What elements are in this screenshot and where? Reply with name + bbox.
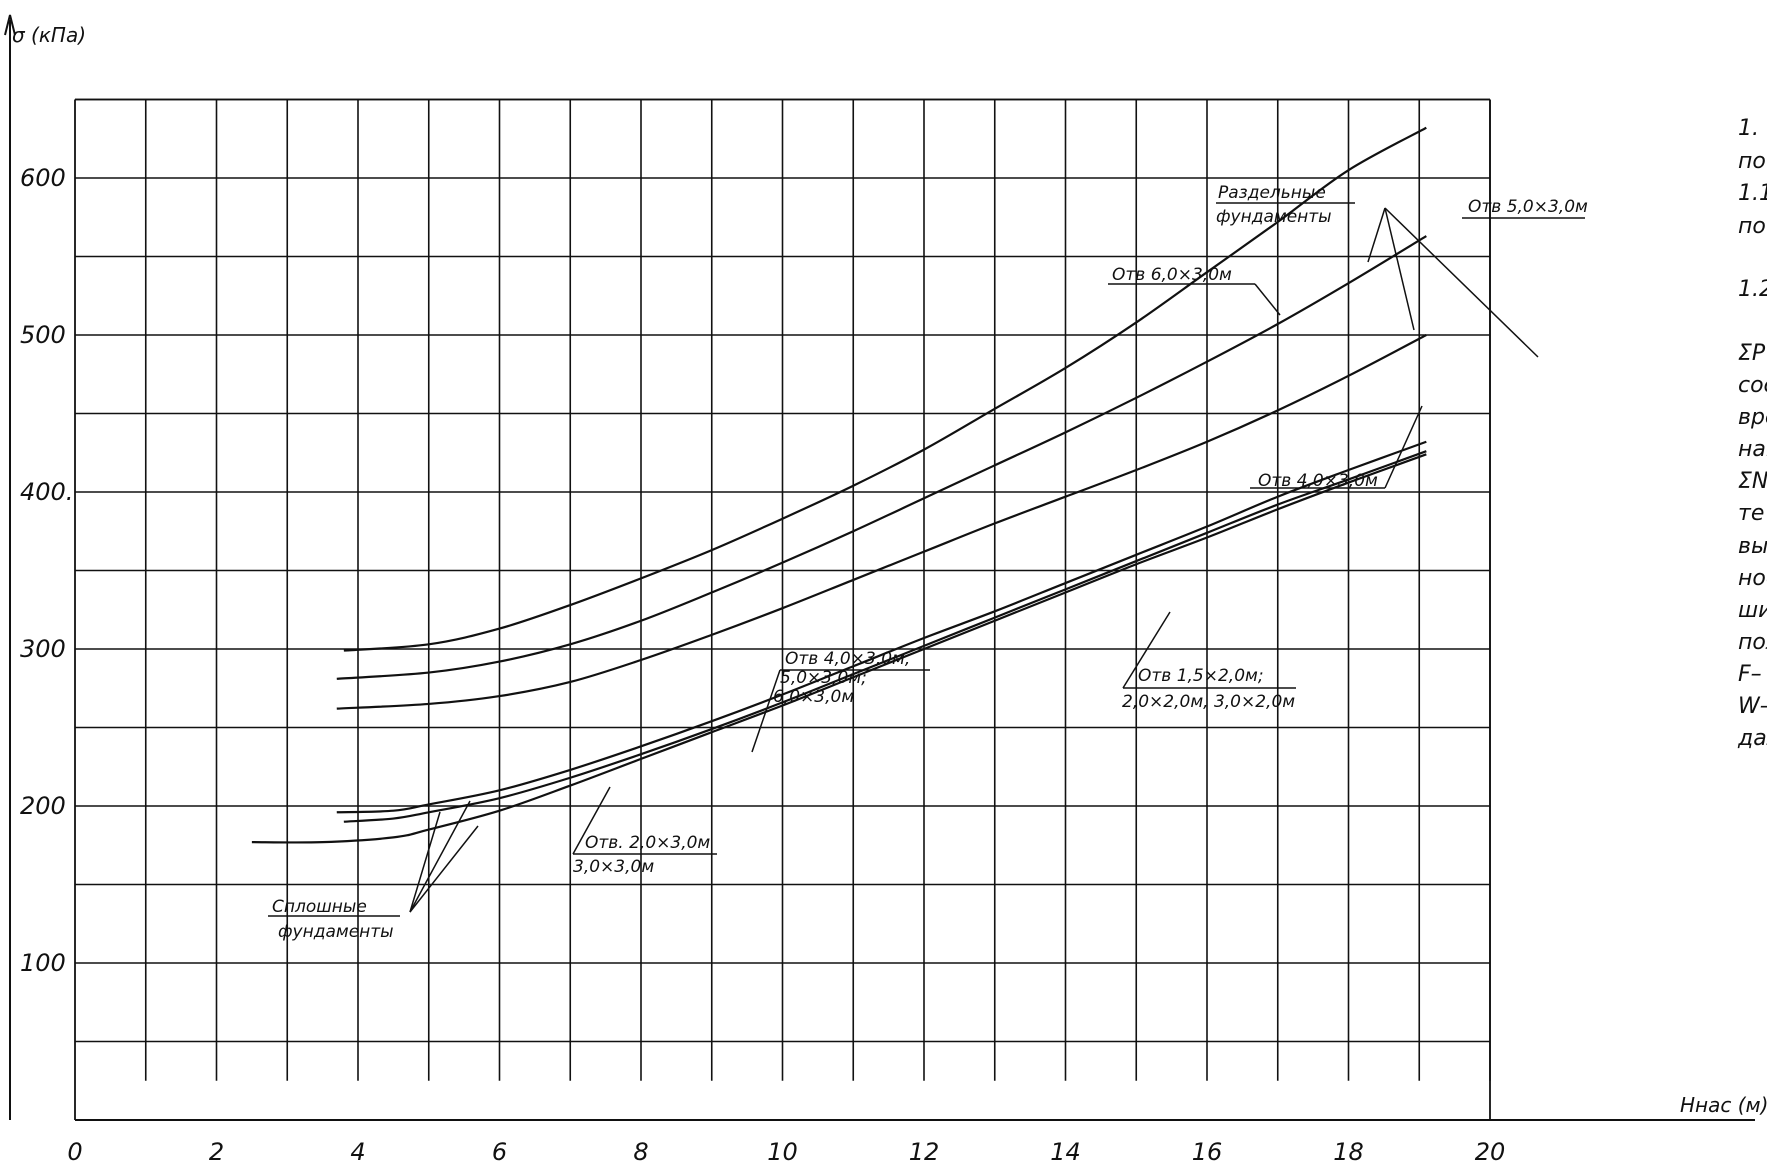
leader-separate-3 (1384, 207, 1539, 358)
side-note-fragment: нос (1738, 566, 1767, 591)
series-line-4 (336, 440, 1427, 814)
leader-solid-2 (409, 811, 441, 913)
x-tick-label: 20 (1475, 1138, 1506, 1166)
x-tick-label: 0 (67, 1138, 82, 1166)
label-c1-line2: 5,0×3,0м; (780, 668, 867, 688)
side-note-fragment: по (1738, 214, 1766, 239)
series-line-6 (251, 453, 1427, 844)
series-line-3 (336, 334, 1427, 710)
x-tick-label: 14 (1050, 1138, 1081, 1166)
x-tick-label: 4 (350, 1138, 365, 1166)
label-s5: Отв 5,0×3,0м (1468, 197, 1588, 217)
side-note-fragment: ΣN (1738, 469, 1767, 494)
side-note-fragment: 1.2 (1738, 277, 1767, 302)
leader-c1-line (751, 669, 781, 753)
series-line-5 (343, 450, 1427, 823)
grid (74, 98, 1491, 1120)
x-axis-label: Hнас (м) (1680, 1093, 1767, 1117)
separate-label-line2: фундаменты (1216, 207, 1332, 227)
x-tick-label: 16 (1192, 1138, 1223, 1166)
label-c3-line1: Отв. 2,0×3,0м (585, 833, 710, 853)
leader-s4 (1250, 405, 1423, 489)
separate-leaders (1367, 207, 1539, 358)
leader-solid-1 (409, 800, 471, 913)
leader-solid-3 (409, 825, 479, 913)
series-lines (251, 126, 1427, 844)
label-c3-line2: 3,0×3,0м (573, 857, 654, 877)
side-note-fragment: по (1738, 149, 1766, 174)
x-tick-label: 2 (209, 1138, 224, 1166)
separate-label-line1: Раздельные (1218, 183, 1326, 203)
axes: σ (кПа) Hнас (м) (4, 14, 1767, 1121)
y-axis-arrow (4, 14, 16, 36)
x-tick-label: 18 (1333, 1138, 1364, 1166)
side-note-fragment: дал (1737, 726, 1767, 751)
annotations: Раздельные фундаменты Отв 6,0×3,0м Отв 5… (268, 183, 1588, 942)
leader-c2 (1122, 611, 1296, 689)
solid-label-line1: Сплошные (272, 897, 367, 917)
side-note-fragment: W– (1738, 694, 1767, 719)
label-c2-line2: 2,0×2,0м, 3,0×2,0м (1122, 692, 1295, 712)
label-c1-line1: Отв 4,0×3,0м, (785, 649, 910, 669)
x-tick-label: 6 (492, 1138, 507, 1166)
series-line-2 (336, 235, 1427, 680)
y-axis-label: σ (кПа) (12, 23, 86, 47)
label-s4: Отв 4,0×3,0м (1258, 471, 1378, 491)
leader-separate-1 (1367, 207, 1386, 263)
leader-c2-line (1122, 611, 1171, 689)
leader-s6-line (1254, 283, 1281, 316)
x-tick-label: 12 (909, 1138, 940, 1166)
side-note-fragment: ΣP (1738, 341, 1766, 366)
y-tick-label: 300 (20, 635, 66, 663)
y-tick-labels: 100 200 300 400. 500 600 (20, 164, 73, 977)
side-notes: 1. по 1.1 по 1.2 ΣP сос вре нав ΣN те вы нос ши пол F– W… (1737, 116, 1767, 751)
leader-separate-2 (1384, 207, 1415, 331)
side-note-fragment: вы (1738, 534, 1767, 559)
y-tick-label: 400. (20, 478, 73, 506)
x-tick-label: 8 (633, 1138, 648, 1166)
leader-s6 (1108, 283, 1281, 316)
y-tick-label: 100 (20, 949, 66, 977)
y-tick-label: 500 (20, 321, 66, 349)
side-note-fragment: сос (1738, 373, 1767, 398)
leader-c3-line (572, 786, 611, 855)
leader-c1 (751, 669, 930, 753)
side-note-fragment: F– (1738, 662, 1762, 687)
side-note-fragment: нав (1738, 437, 1767, 462)
side-note-fragment: 1.1 (1738, 181, 1767, 206)
side-note-fragment: ши (1738, 598, 1767, 623)
side-note-fragment: пол (1738, 630, 1767, 655)
side-note-fragment: вре (1738, 405, 1767, 430)
y-tick-label: 600 (20, 164, 66, 192)
y-tick-label: 200 (20, 792, 66, 820)
leader-c3 (572, 786, 717, 855)
leader-s4-line (1384, 405, 1423, 489)
side-note-fragment: те (1738, 501, 1764, 526)
side-note-fragment: 1. (1738, 116, 1759, 141)
label-c1-line3: 6,0×3,0м (773, 687, 854, 707)
label-s6: Отв 6,0×3,0м (1112, 265, 1232, 285)
solid-label-line2: фундаменты (278, 922, 394, 942)
x-tick-labels: 0 2 4 6 8 10 12 14 16 18 20 (67, 1138, 1505, 1166)
label-c2-line1: Отв 1,5×2,0м; (1138, 666, 1264, 686)
x-tick-label: 10 (767, 1138, 798, 1166)
solid-leaders (409, 800, 479, 913)
series-line-1 (343, 126, 1427, 652)
